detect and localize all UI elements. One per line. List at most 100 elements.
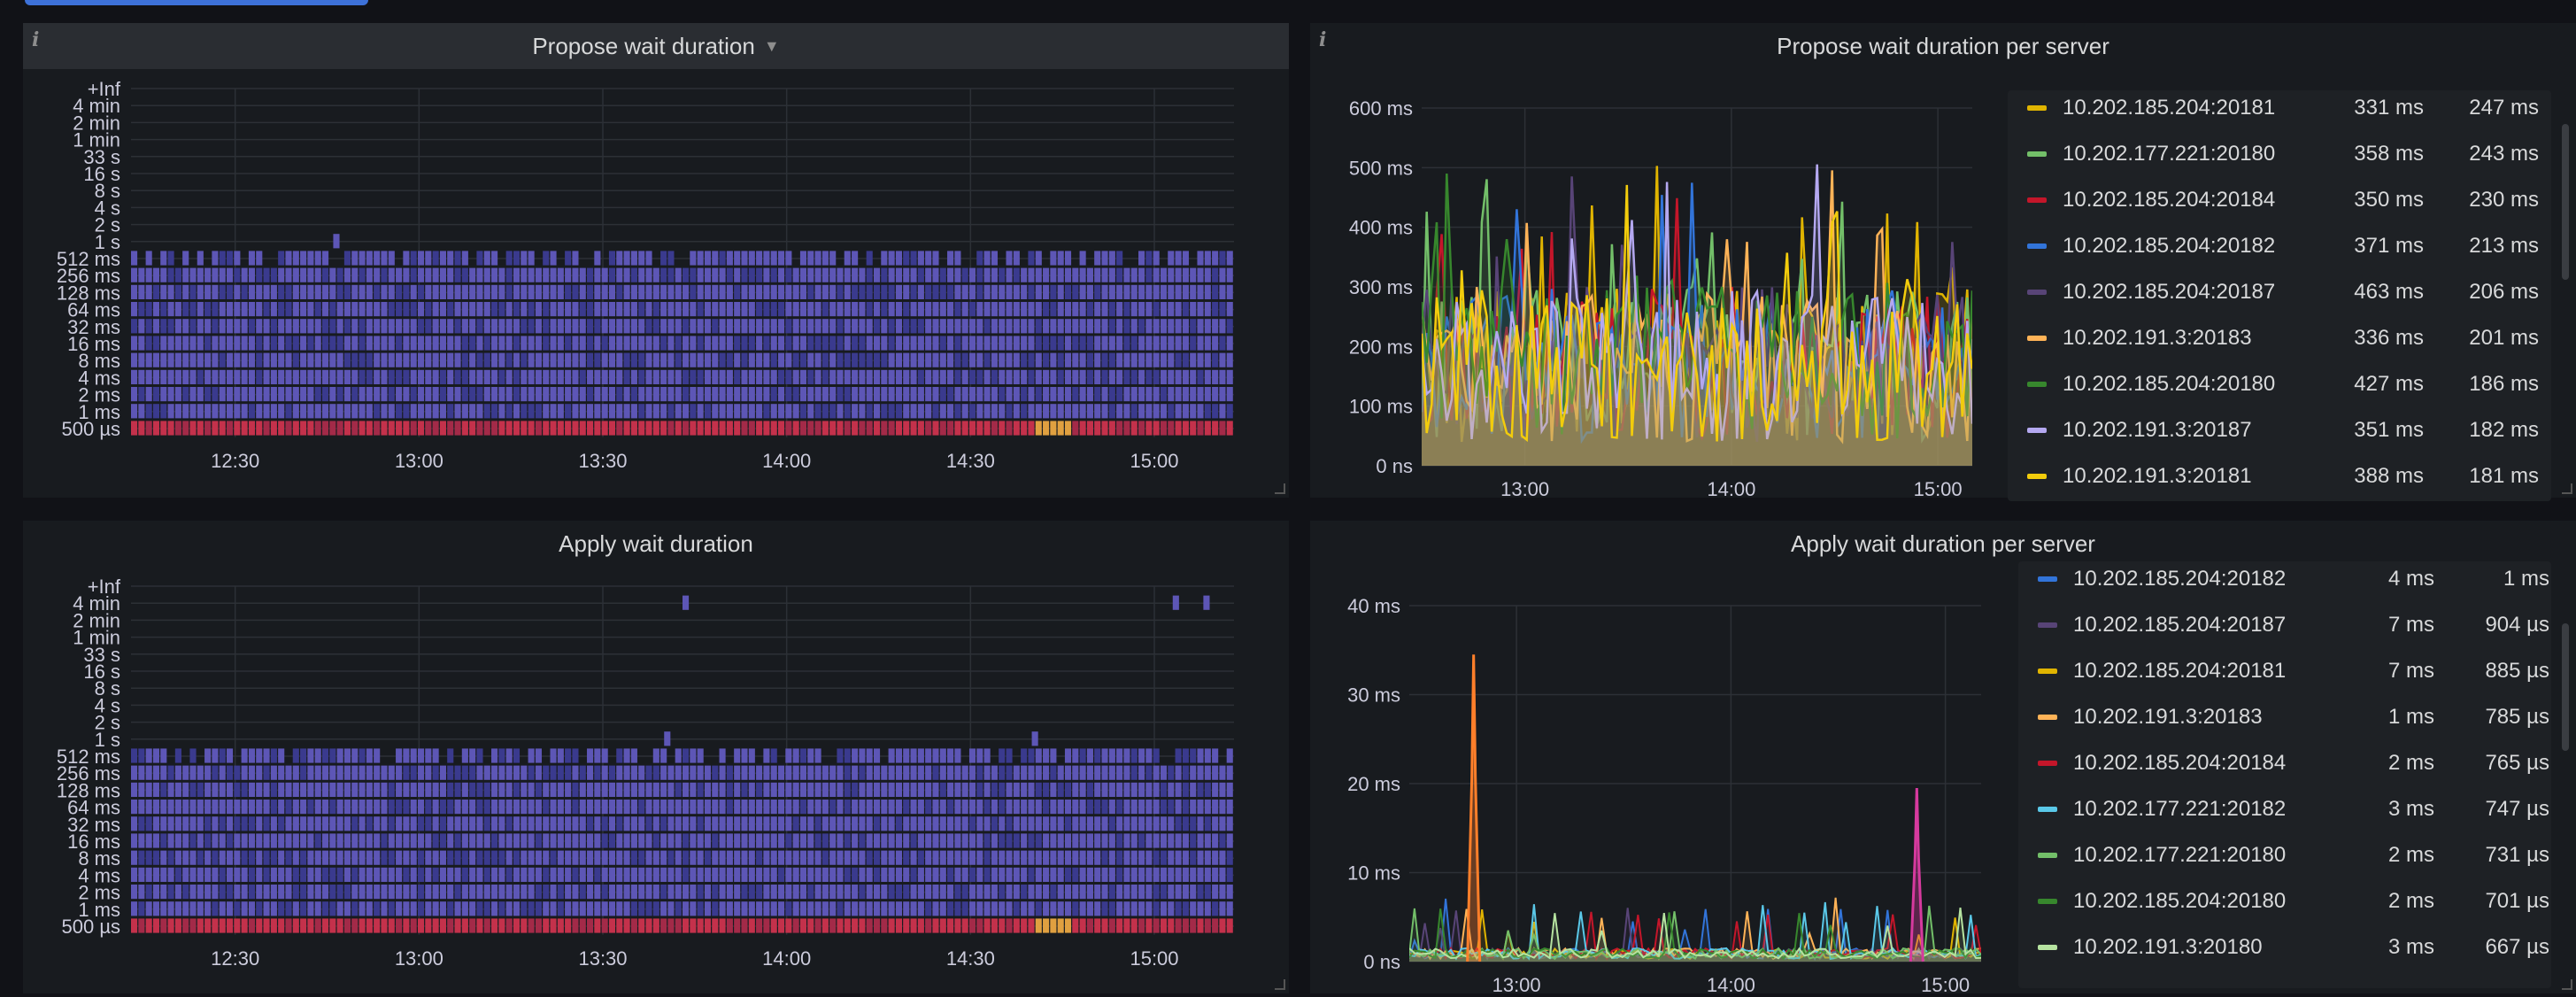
legend-item[interactable]: 10.202.185.204:20182 371 ms 213 ms bbox=[2008, 223, 2551, 269]
panel-header[interactable]: Apply wait duration bbox=[23, 521, 1289, 567]
legend-series-name[interactable]: 10.202.185.204:20180 bbox=[2063, 372, 2276, 396]
legend-item[interactable]: 10.202.177.221:20180 2 ms 731 µs bbox=[2018, 832, 2551, 878]
legend-item[interactable]: 10.202.185.204:20180 427 ms 186 ms bbox=[2008, 361, 2551, 407]
legend-scrollbar[interactable] bbox=[2562, 124, 2569, 280]
series-color-swatch[interactable] bbox=[2038, 622, 2057, 628]
series-color-swatch[interactable] bbox=[2027, 428, 2047, 433]
panel-title[interactable]: Propose wait duration bbox=[532, 32, 755, 59]
series-color-swatch[interactable] bbox=[2027, 382, 2047, 387]
heatmap-cell bbox=[976, 319, 983, 334]
series-color-swatch[interactable] bbox=[2027, 197, 2047, 203]
series-color-swatch[interactable] bbox=[2027, 336, 2047, 341]
heatmap-cell bbox=[528, 302, 535, 317]
series-color-swatch[interactable] bbox=[2038, 715, 2057, 720]
caret-down-icon[interactable]: ▼ bbox=[763, 36, 780, 55]
legend-series-name[interactable]: 10.202.185.204:20184 bbox=[2073, 751, 2287, 775]
resize-handle[interactable] bbox=[2562, 483, 2572, 494]
series-color-swatch[interactable] bbox=[2038, 899, 2057, 904]
resize-handle[interactable] bbox=[1275, 979, 1285, 990]
legend-item[interactable]: 10.202.185.204:20187 7 ms 904 µs bbox=[2018, 602, 2551, 648]
heatmap-cell bbox=[491, 369, 498, 384]
series-color-swatch[interactable] bbox=[2027, 290, 2047, 295]
series-color-swatch[interactable] bbox=[2027, 105, 2047, 111]
series-color-swatch[interactable] bbox=[2038, 853, 2057, 858]
legend-item[interactable]: 10.202.185.204:20184 2 ms 765 µs bbox=[2018, 740, 2551, 786]
legend-item[interactable]: 10.202.191.3:20183 1 ms 785 µs bbox=[2018, 694, 2551, 740]
legend-series-name[interactable]: 10.202.191.3:20183 bbox=[2073, 705, 2263, 729]
series-line[interactable] bbox=[1422, 164, 1972, 441]
legend-item[interactable]: 10.202.185.204:20180 2 ms 701 µs bbox=[2018, 878, 2551, 924]
heatmap-cell bbox=[983, 748, 991, 763]
legend-item[interactable]: 10.202.191.3:20181 388 ms 181 ms bbox=[2008, 453, 2551, 499]
info-icon[interactable]: i bbox=[32, 28, 40, 51]
legend-series-name[interactable]: 10.202.185.204:20181 bbox=[2063, 96, 2276, 120]
panel-header[interactable]: i Propose wait duration ▼ bbox=[23, 23, 1289, 69]
series-color-swatch[interactable] bbox=[2038, 669, 2057, 674]
legend-series-name[interactable]: 10.202.177.221:20182 bbox=[2073, 797, 2287, 821]
legend-series-name[interactable]: 10.202.191.3:20187 bbox=[2063, 418, 2252, 442]
legend-item[interactable]: 10.202.191.3:20183 336 ms 201 ms bbox=[2008, 315, 2551, 361]
legend-series-name[interactable]: 10.202.185.204:20182 bbox=[2073, 567, 2287, 591]
legend-series-name[interactable]: 10.202.177.221:20180 bbox=[2073, 843, 2287, 867]
legend-series-name[interactable]: 10.202.185.204:20182 bbox=[2063, 234, 2276, 258]
series-line[interactable] bbox=[1409, 905, 1981, 962]
legend-item[interactable]: 10.202.185.204:20187 463 ms 206 ms bbox=[2008, 269, 2551, 315]
panel-title[interactable]: Propose wait duration per server bbox=[1777, 32, 2109, 59]
heatmap-cell bbox=[763, 284, 770, 299]
resize-handle[interactable] bbox=[2562, 979, 2572, 990]
legend-series-name[interactable]: 10.202.185.204:20180 bbox=[2073, 889, 2287, 913]
heatmap-cell bbox=[785, 748, 792, 763]
legend-item[interactable]: 10.202.185.204:20181 331 ms 247 ms bbox=[2008, 90, 2551, 131]
series-line[interactable] bbox=[1422, 173, 1972, 439]
series-color-swatch[interactable] bbox=[2027, 151, 2047, 157]
legend-series-name[interactable]: 10.202.185.204:20187 bbox=[2063, 280, 2276, 304]
series-color-swatch[interactable] bbox=[2027, 243, 2047, 249]
legend-item[interactable]: 10.202.185.204:20184 350 ms 230 ms bbox=[2008, 177, 2551, 223]
heatmap-cell bbox=[1204, 319, 1211, 334]
series-spike[interactable] bbox=[1466, 654, 1482, 962]
legend-series-name[interactable]: 10.202.191.3:20180 bbox=[2073, 935, 2263, 959]
panel-title[interactable]: Apply wait duration bbox=[559, 529, 753, 557]
heatmap-cell bbox=[1072, 918, 1079, 933]
legend-item[interactable]: 10.202.191.3:20180 3 ms 667 µs bbox=[2018, 924, 2551, 970]
heatmap-cell bbox=[785, 816, 792, 831]
legend-series-name[interactable]: 10.202.185.204:20187 bbox=[2073, 613, 2287, 637]
legend-item[interactable]: 10.202.191.3:20187 351 ms 182 ms bbox=[2008, 407, 2551, 453]
heatmap-cell bbox=[189, 302, 197, 317]
info-icon[interactable]: i bbox=[1319, 28, 1327, 51]
legend-series-name[interactable]: 10.202.185.204:20181 bbox=[2073, 659, 2287, 683]
heatmap-cell bbox=[991, 302, 998, 317]
series-color-swatch[interactable] bbox=[2038, 576, 2057, 582]
series-color-swatch[interactable] bbox=[2038, 761, 2057, 766]
legend-series-name[interactable]: 10.202.185.204:20184 bbox=[2063, 188, 2276, 212]
heatmap-cell bbox=[1160, 885, 1168, 900]
legend-item[interactable]: 10.202.185.204:20181 7 ms 885 µs bbox=[2018, 648, 2551, 694]
series-line[interactable] bbox=[1409, 907, 1981, 961]
series-color-swatch[interactable] bbox=[2038, 807, 2057, 812]
legend-item[interactable]: 10.202.185.204:20182 4 ms 1 ms bbox=[2018, 561, 2551, 602]
heatmap-cell bbox=[292, 918, 299, 933]
series-color-swatch[interactable] bbox=[2027, 474, 2047, 479]
panel-title[interactable]: Apply wait duration per server bbox=[1791, 529, 2095, 557]
resize-handle[interactable] bbox=[1275, 483, 1285, 494]
legend-item[interactable]: 10.202.177.221:20180 358 ms 243 ms bbox=[2008, 131, 2551, 177]
legend-series-name[interactable]: 10.202.177.221:20180 bbox=[2063, 142, 2276, 166]
heatmap-cell bbox=[630, 387, 637, 402]
panel-header[interactable]: Apply wait duration per server bbox=[1310, 521, 2576, 567]
panel-header[interactable]: i Propose wait duration per server bbox=[1310, 23, 2576, 69]
series-line[interactable] bbox=[1422, 176, 1972, 443]
series-line[interactable] bbox=[1422, 184, 1972, 443]
legend-series-name[interactable]: 10.202.191.3:20183 bbox=[2063, 326, 2252, 350]
heatmap-cell bbox=[594, 336, 601, 351]
series-color-swatch[interactable] bbox=[2038, 945, 2057, 950]
heatmap-cell bbox=[594, 404, 601, 419]
legend-series-name[interactable]: 10.202.191.3:20181 bbox=[2063, 464, 2252, 488]
legend-scrollbar[interactable] bbox=[2562, 623, 2569, 751]
heatmap-cell bbox=[741, 421, 748, 436]
series-spike[interactable] bbox=[1909, 787, 1924, 962]
legend-item[interactable]: 10.202.177.221:20182 3 ms 747 µs bbox=[2018, 786, 2551, 832]
